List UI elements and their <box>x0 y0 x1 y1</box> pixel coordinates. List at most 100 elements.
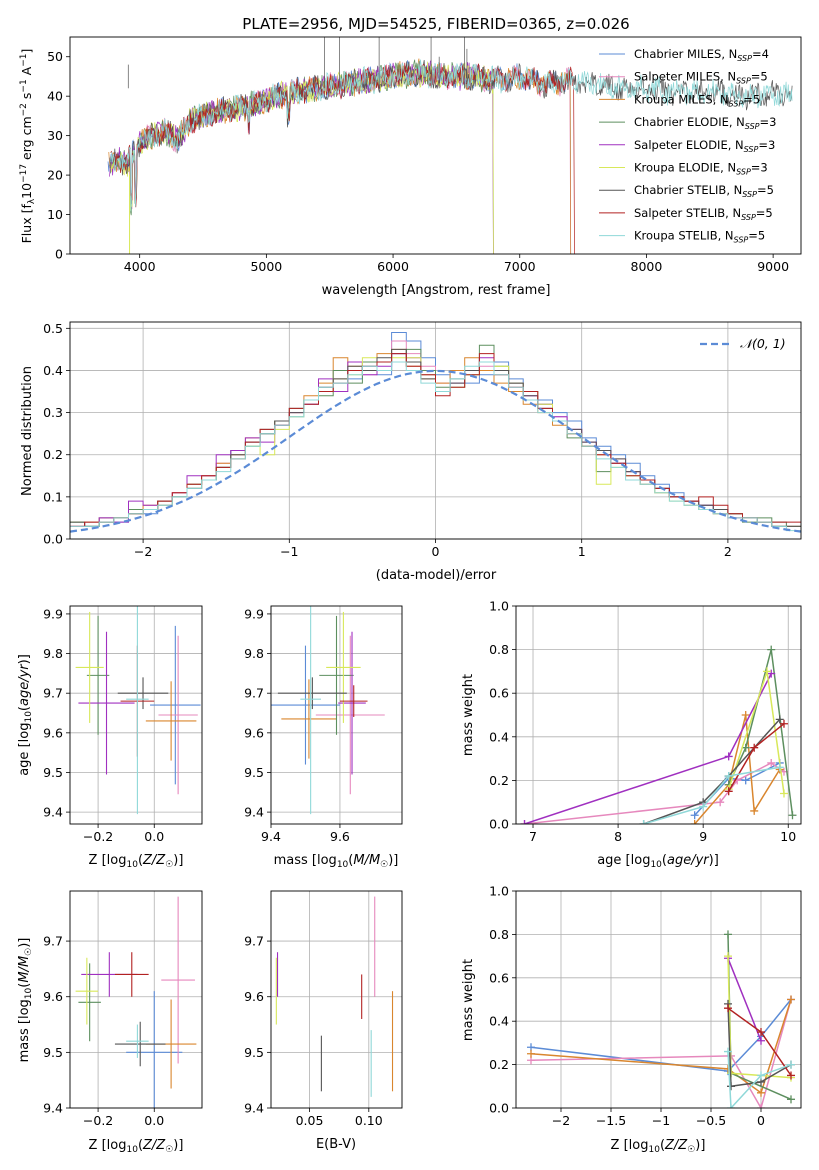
axes-frame <box>270 605 403 825</box>
x-tick-label: 0.10 <box>355 1113 383 1128</box>
x-tick-label: −0.2 <box>83 1113 113 1128</box>
weight-series-line <box>524 762 785 824</box>
axes-frame <box>270 890 403 1109</box>
axes-mass_vs_ebv: 0.05 0.10 9.4 9.5 9.6 9.7 E(B-V) <box>244 890 403 1152</box>
weight-series-line <box>643 766 780 824</box>
weight-series-line <box>727 1007 792 1076</box>
weight-point-marker <box>767 758 776 767</box>
weight-point-marker <box>757 1104 765 1108</box>
y-tick-label: 9.9 <box>244 606 264 621</box>
weight-point-marker <box>750 806 759 815</box>
legend-label: Salpeter ELODIE, NSSP=3 <box>634 138 775 154</box>
legend-label: Chabrier ELODIE, NSSP=3 <box>634 115 776 131</box>
plot-area <box>275 896 394 1097</box>
y-tick-label: 9.7 <box>43 686 63 701</box>
x-tick-label: −0.5 <box>696 1113 726 1128</box>
y-tick-label: 9.5 <box>43 1045 63 1060</box>
x-axis-label: Z [log10(Z/Z☉)] <box>611 1138 706 1155</box>
weight-point-marker <box>779 789 788 798</box>
x-axis-label: (data-model)/error <box>376 568 497 583</box>
x-axis-label: mass [log10(M/M☉)] <box>274 853 399 870</box>
figure-title: PLATE=2956, MJD=54525, FIBERID=0365, z=0… <box>242 15 629 33</box>
y-tick-label: 0.2 <box>489 1057 509 1072</box>
legend-label: Kroupa ELODIE, NSSP=3 <box>634 161 768 177</box>
legend-label: Kroupa STELIB, NSSP=5 <box>634 229 765 245</box>
x-axis-label: age [log10(age/yr)] <box>597 853 719 870</box>
y-tick-label: 0.2 <box>489 773 509 788</box>
x-tick-label: −0.2 <box>83 829 113 844</box>
axes-residuals: −2 −1 0 1 2 0.0 0.1 0.2 0.3 0.4 0.5 (data-model)/er… <box>20 321 802 583</box>
legend-label: Salpeter MILES, NSSP=5 <box>634 70 768 86</box>
y-tick-label: 0.6 <box>489 970 509 985</box>
spectrum-series-line <box>110 59 793 212</box>
legend-label: 𝒩(0, 1) <box>740 336 786 351</box>
weight-point-marker <box>716 798 725 807</box>
plot-area <box>75 606 201 815</box>
legend-label: Salpeter STELIB, NSSP=5 <box>634 206 773 222</box>
axes-frame <box>69 36 802 255</box>
x-tick-label: 9.6 <box>330 829 350 844</box>
y-axis-label: Flux [fλ10−17 erg cm−2 s−1 A−1] <box>19 49 37 244</box>
y-tick-label: 0.0 <box>43 532 63 547</box>
normal-curve <box>70 369 801 533</box>
weight-point-marker <box>779 719 788 728</box>
weight-point-marker <box>757 1036 765 1045</box>
weight-point-marker <box>787 1095 795 1104</box>
weight-point-marker <box>741 776 750 785</box>
axes-mass_weight_vs_Z: −2 −1.5 −1 −0.5 0 0.0 0.2 0.4 0.6 0.8 1.0 Z [log10(… <box>461 884 802 1155</box>
y-tick-label: 0.6 <box>489 686 509 701</box>
y-tick-label: 10 <box>47 207 63 222</box>
y-tick-label: 0.0 <box>489 1101 509 1116</box>
x-tick-label: 7 <box>529 829 537 844</box>
x-tick-label: 10 <box>780 829 796 844</box>
weight-point-marker <box>787 1060 795 1069</box>
axes-age_vs_mass: 9.4 9.6 9.4 9.5 9.6 9.7 9.8 9.9 mass [log10(M/M☉… <box>244 605 403 870</box>
legend-label: Kroupa MILES, NSSP=5 <box>634 92 760 108</box>
weight-point-marker <box>727 1082 735 1091</box>
y-tick-label: 9.6 <box>244 725 264 740</box>
weight-series-line <box>530 999 792 1095</box>
weight-point-marker <box>724 787 733 796</box>
x-axis-label: E(B-V) <box>316 1137 356 1152</box>
x-tick-label: 7000 <box>504 259 536 274</box>
weight-point-marker <box>750 743 759 752</box>
y-tick-label: 0.4 <box>489 1014 509 1029</box>
x-tick-label: −2 <box>552 1113 570 1128</box>
y-tick-label: 0.3 <box>43 405 63 420</box>
weight-point-marker <box>724 752 733 761</box>
y-tick-label: 9.5 <box>244 765 264 780</box>
y-axis-label: age [log10(age/yr)] <box>17 654 34 776</box>
y-tick-label: 9.8 <box>244 646 264 661</box>
plot-area <box>70 332 801 533</box>
weight-series-line <box>727 1003 792 1088</box>
plot-area <box>107 37 793 254</box>
weight-point-marker <box>724 1004 732 1013</box>
weight-series-line <box>530 999 792 1072</box>
y-tick-label: 9.6 <box>43 725 63 740</box>
weight-point-marker <box>787 995 795 1004</box>
y-tick-label: 40 <box>47 89 63 104</box>
x-tick-label: 0.0 <box>144 1113 164 1128</box>
weight-point-marker <box>520 820 529 824</box>
x-tick-label: −2 <box>134 544 152 559</box>
axes-frame <box>515 890 802 1109</box>
weight-series-line <box>727 1051 792 1108</box>
axes-mass_vs_Z: −0.2 0.0 9.4 9.5 9.6 9.7 Z [log10(Z/Z☉)] mass [… <box>17 890 203 1155</box>
y-tick-label: 0.2 <box>43 447 63 462</box>
weight-point-marker <box>724 952 732 961</box>
x-tick-label: −1.5 <box>596 1113 626 1128</box>
y-tick-label: 9.4 <box>43 805 63 820</box>
plots-layer: 4000 5000 6000 7000 8000 900001020304050wavel… <box>17 36 802 1155</box>
axes-spectrum: 4000 5000 6000 7000 8000 9000 0 10 20 30 40 50 wavel… <box>19 36 802 298</box>
x-tick-label: 9000 <box>757 259 789 274</box>
plot-area <box>271 606 385 815</box>
weight-point-marker <box>757 1071 765 1080</box>
spectrum-legend: Chabrier MILES, NSSP=4 Salpeter MILES, NS… <box>599 47 776 245</box>
x-axis-label: wavelength [Angstrom, rest frame] <box>322 283 551 298</box>
axes-frame <box>69 605 203 825</box>
x-tick-label: −1 <box>280 544 298 559</box>
weight-point-marker <box>690 811 699 820</box>
legend-label: Chabrier MILES, NSSP=4 <box>634 47 769 63</box>
weight-point-marker <box>775 763 784 772</box>
weight-point-marker <box>724 772 733 781</box>
